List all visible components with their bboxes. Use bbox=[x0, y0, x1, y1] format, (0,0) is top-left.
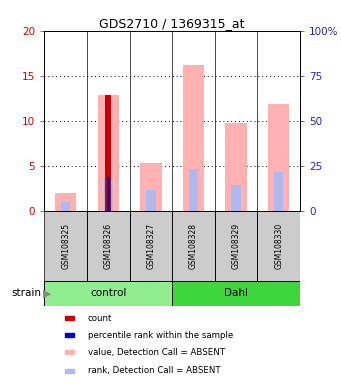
Bar bbox=[274, 172, 283, 210]
Text: ▶: ▶ bbox=[43, 288, 51, 298]
Bar bbox=[257, 210, 300, 281]
Bar bbox=[215, 210, 257, 281]
Bar bbox=[107, 177, 110, 210]
Bar bbox=[183, 65, 204, 210]
Text: GSM108325: GSM108325 bbox=[61, 223, 70, 269]
Text: GSM108330: GSM108330 bbox=[274, 223, 283, 269]
Bar bbox=[225, 123, 247, 210]
Text: count: count bbox=[88, 314, 112, 323]
Text: value, Detection Call = ABSENT: value, Detection Call = ABSENT bbox=[88, 348, 225, 357]
Text: control: control bbox=[90, 288, 127, 298]
Bar bbox=[61, 202, 70, 210]
Bar bbox=[65, 316, 74, 320]
Bar bbox=[140, 163, 162, 210]
Bar bbox=[104, 177, 113, 210]
Bar bbox=[44, 281, 172, 306]
Bar bbox=[146, 190, 155, 210]
Bar bbox=[172, 210, 215, 281]
Text: percentile rank within the sample: percentile rank within the sample bbox=[88, 331, 233, 340]
Bar bbox=[55, 193, 76, 210]
Bar bbox=[105, 96, 111, 210]
Bar bbox=[232, 185, 241, 210]
Bar bbox=[189, 169, 198, 210]
Text: Dahl: Dahl bbox=[224, 288, 248, 298]
Text: GSM108328: GSM108328 bbox=[189, 223, 198, 269]
Title: GDS2710 / 1369315_at: GDS2710 / 1369315_at bbox=[100, 17, 245, 30]
Text: GSM108327: GSM108327 bbox=[146, 223, 155, 269]
Bar bbox=[87, 210, 130, 281]
Bar bbox=[130, 210, 172, 281]
Bar bbox=[65, 333, 74, 337]
Text: GSM108329: GSM108329 bbox=[232, 223, 241, 269]
Bar bbox=[98, 96, 119, 210]
Text: rank, Detection Call = ABSENT: rank, Detection Call = ABSENT bbox=[88, 366, 220, 375]
Text: GSM108326: GSM108326 bbox=[104, 223, 113, 269]
Bar bbox=[172, 281, 300, 306]
Bar bbox=[65, 369, 74, 372]
Bar bbox=[268, 104, 290, 210]
Text: strain: strain bbox=[12, 288, 42, 298]
Bar bbox=[65, 350, 74, 354]
Bar bbox=[44, 210, 87, 281]
